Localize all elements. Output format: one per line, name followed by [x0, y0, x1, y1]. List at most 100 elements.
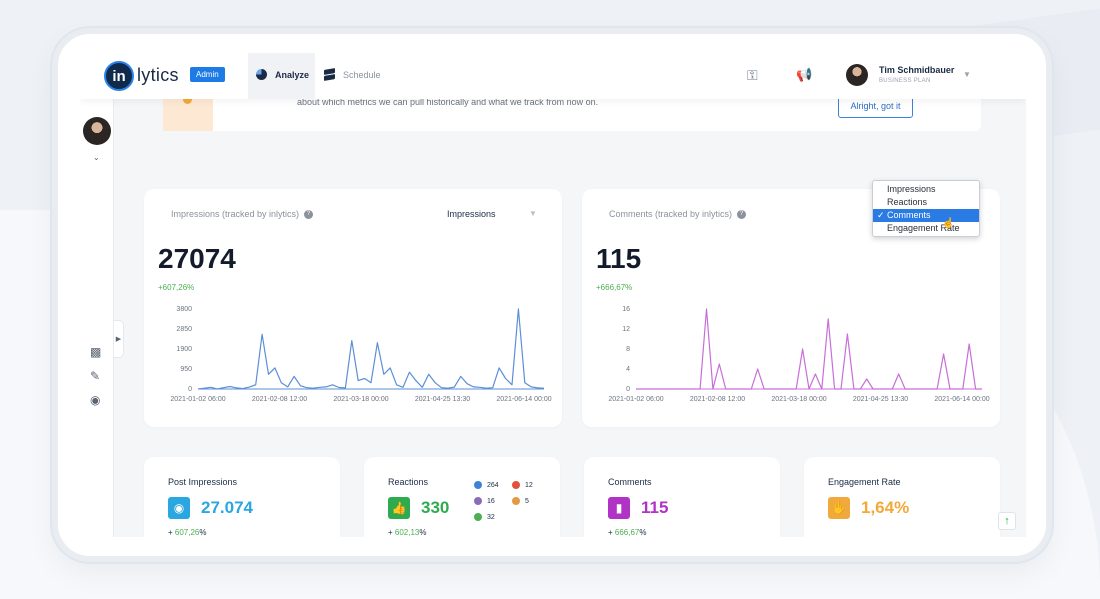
x-tick-label: 2021-04-25 13:30	[415, 396, 470, 403]
insightful-reaction-icon	[512, 497, 520, 505]
admin-badge: Admin	[190, 67, 225, 82]
kpi-value: 27.074	[201, 498, 253, 517]
scroll-to-top-button[interactable]: ↑	[998, 512, 1016, 530]
card-title: Impressions (tracked by inlytics)?	[171, 209, 314, 220]
y-tick-label: 2850	[176, 326, 192, 333]
top-navigation-bar: in lytics Admin Analyze Schedule ⚿ 📢 Tim…	[80, 53, 1026, 99]
curious-reaction-icon	[474, 497, 482, 505]
kpi-card-engagement-rate: Engagement Rate ✋ 1,64%	[804, 457, 1000, 537]
kpi-delta-suffix: %	[639, 528, 647, 537]
app-screen: in lytics Admin Analyze Schedule ⚿ 📢 Tim…	[80, 53, 1026, 537]
kpi-delta: + 607,26%	[168, 528, 207, 537]
kpi-delta-prefix: +	[388, 528, 395, 537]
dropdown-option[interactable]: Impressions	[873, 183, 979, 196]
pie-chart-icon	[256, 69, 267, 80]
user-name[interactable]: Tim Schmidbauer	[879, 65, 955, 75]
metric-delta: +666,67%	[596, 283, 633, 292]
series-line	[197, 308, 545, 390]
kpi-delta-value: 602,13	[394, 528, 420, 537]
key-icon[interactable]: ⚿	[747, 67, 758, 83]
layers-icon	[324, 69, 335, 80]
banner-text: about which metrics we can pull historic…	[297, 97, 599, 107]
banner-icon-area	[163, 95, 213, 131]
chevron-down-icon[interactable]: ▼	[963, 70, 971, 79]
card-title: Comments (tracked by inlytics)?	[609, 209, 747, 220]
reaction-count: 12	[525, 481, 533, 489]
info-dot-icon	[183, 95, 192, 104]
dropdown-option-selected[interactable]: ✓ Comments	[873, 209, 979, 222]
sidebar-expand-toggle[interactable]: ▶	[114, 320, 124, 358]
impressions-chart-card: Impressions (tracked by inlytics)? Impre…	[144, 189, 562, 427]
help-icon[interactable]: ?	[304, 210, 314, 220]
checkmark-icon: ✓	[877, 210, 885, 220]
kpi-delta: + 666,67%	[608, 528, 647, 537]
sidebar: ⌄ ▩ ✎ ◉ ● ⚙	[80, 99, 114, 537]
x-tick-label: 2021-04-25 13:30	[853, 396, 908, 403]
chevron-down-icon[interactable]: ▼	[529, 209, 537, 218]
clap-icon: ✋	[828, 497, 850, 519]
kpi-card-comments: Comments ▮ 115 + 666,67%	[584, 457, 780, 537]
reaction-count-celebrate: 32	[474, 513, 495, 521]
pencil-icon[interactable]: ✎	[90, 369, 101, 383]
y-tick-label: 12	[622, 326, 630, 333]
love-reaction-icon	[512, 481, 520, 489]
reaction-count-like: 264	[474, 481, 499, 489]
x-tick-label: 2021-06-14 00:00	[496, 396, 551, 403]
logo-icon[interactable]: in	[104, 61, 134, 91]
reaction-count-insightful: 5	[512, 497, 529, 505]
option-label: Reactions	[887, 197, 928, 207]
y-tick-label: 8	[626, 346, 630, 353]
option-label: Engagement Rate	[887, 223, 960, 233]
mouse-cursor-icon: ☝	[942, 218, 955, 229]
info-banner: about which metrics we can pull historic…	[163, 94, 981, 131]
card-title-text: Comments (tracked by inlytics)	[609, 209, 733, 219]
impressions-line-chart: 3800 2850 1900 950 0 2021-01-02 06:00 2021-02-…	[170, 306, 551, 403]
help-icon[interactable]: ?	[737, 210, 747, 220]
dropdown-option[interactable]: Reactions	[873, 196, 979, 209]
metric-dropdown-menu: Impressions Reactions ✓ Comments Engageme…	[872, 180, 980, 237]
kpi-title: Engagement Rate	[828, 477, 901, 487]
x-tick-label: 2021-01-02 06:00	[170, 396, 225, 403]
chevron-down-icon[interactable]: ⌄	[93, 153, 100, 162]
kpi-delta-prefix: +	[168, 528, 175, 537]
reaction-count-love: 12	[512, 481, 533, 489]
y-tick-label: 16	[622, 306, 630, 313]
dropdown-option[interactable]: Engagement Rate	[873, 222, 979, 235]
y-tick-label: 950	[180, 366, 192, 373]
nav-schedule-label: Schedule	[343, 69, 381, 80]
eye-icon: ◉	[168, 497, 190, 519]
x-tick-label: 2021-03-18 00:00	[771, 396, 826, 403]
celebrate-reaction-icon	[474, 513, 482, 521]
x-tick-label: 2021-06-14 00:00	[934, 396, 989, 403]
kpi-title: Reactions	[388, 477, 429, 487]
avatar[interactable]	[846, 64, 868, 86]
kpi-value: 330	[421, 498, 450, 517]
megaphone-icon[interactable]: 📢	[796, 67, 813, 82]
sidebar-avatar[interactable]	[83, 117, 111, 145]
y-tick-label: 1900	[176, 346, 192, 353]
option-label: Impressions	[887, 184, 936, 194]
metric-value: 115	[596, 243, 642, 274]
series-line	[636, 308, 982, 390]
nav-schedule[interactable]: Schedule	[324, 69, 381, 80]
kpi-card-reactions: Reactions 👍 330 + 602,13% 264 12 16 5 32	[364, 457, 560, 537]
y-tick-label: 4	[626, 366, 630, 373]
metric-select[interactable]: Impressions	[447, 209, 496, 219]
user-plan: BUSINESS PLAN	[879, 78, 931, 84]
kpi-value: 1,64%	[861, 498, 910, 517]
kpi-value: 115	[641, 498, 669, 517]
kpi-card-post-impressions: Post Impressions ◉ 27.074 + 607,26%	[144, 457, 340, 537]
reaction-count: 16	[487, 497, 495, 505]
nav-analyze[interactable]: Analyze	[256, 69, 309, 80]
kpi-title: Comments	[608, 477, 652, 487]
metric-value: 27074	[158, 243, 236, 274]
reaction-count: 5	[525, 497, 529, 505]
kpi-delta-value: 666,67	[614, 528, 640, 537]
like-reaction-icon	[474, 481, 482, 489]
arrow-up-icon: ↑	[1004, 515, 1010, 527]
user-icon[interactable]: ◉	[90, 393, 101, 407]
briefcase-icon[interactable]: ▩	[90, 345, 102, 359]
option-label: Comments	[887, 210, 931, 220]
kpi-delta: + 602,13%	[388, 528, 427, 537]
nav-analyze-label: Analyze	[275, 69, 310, 80]
